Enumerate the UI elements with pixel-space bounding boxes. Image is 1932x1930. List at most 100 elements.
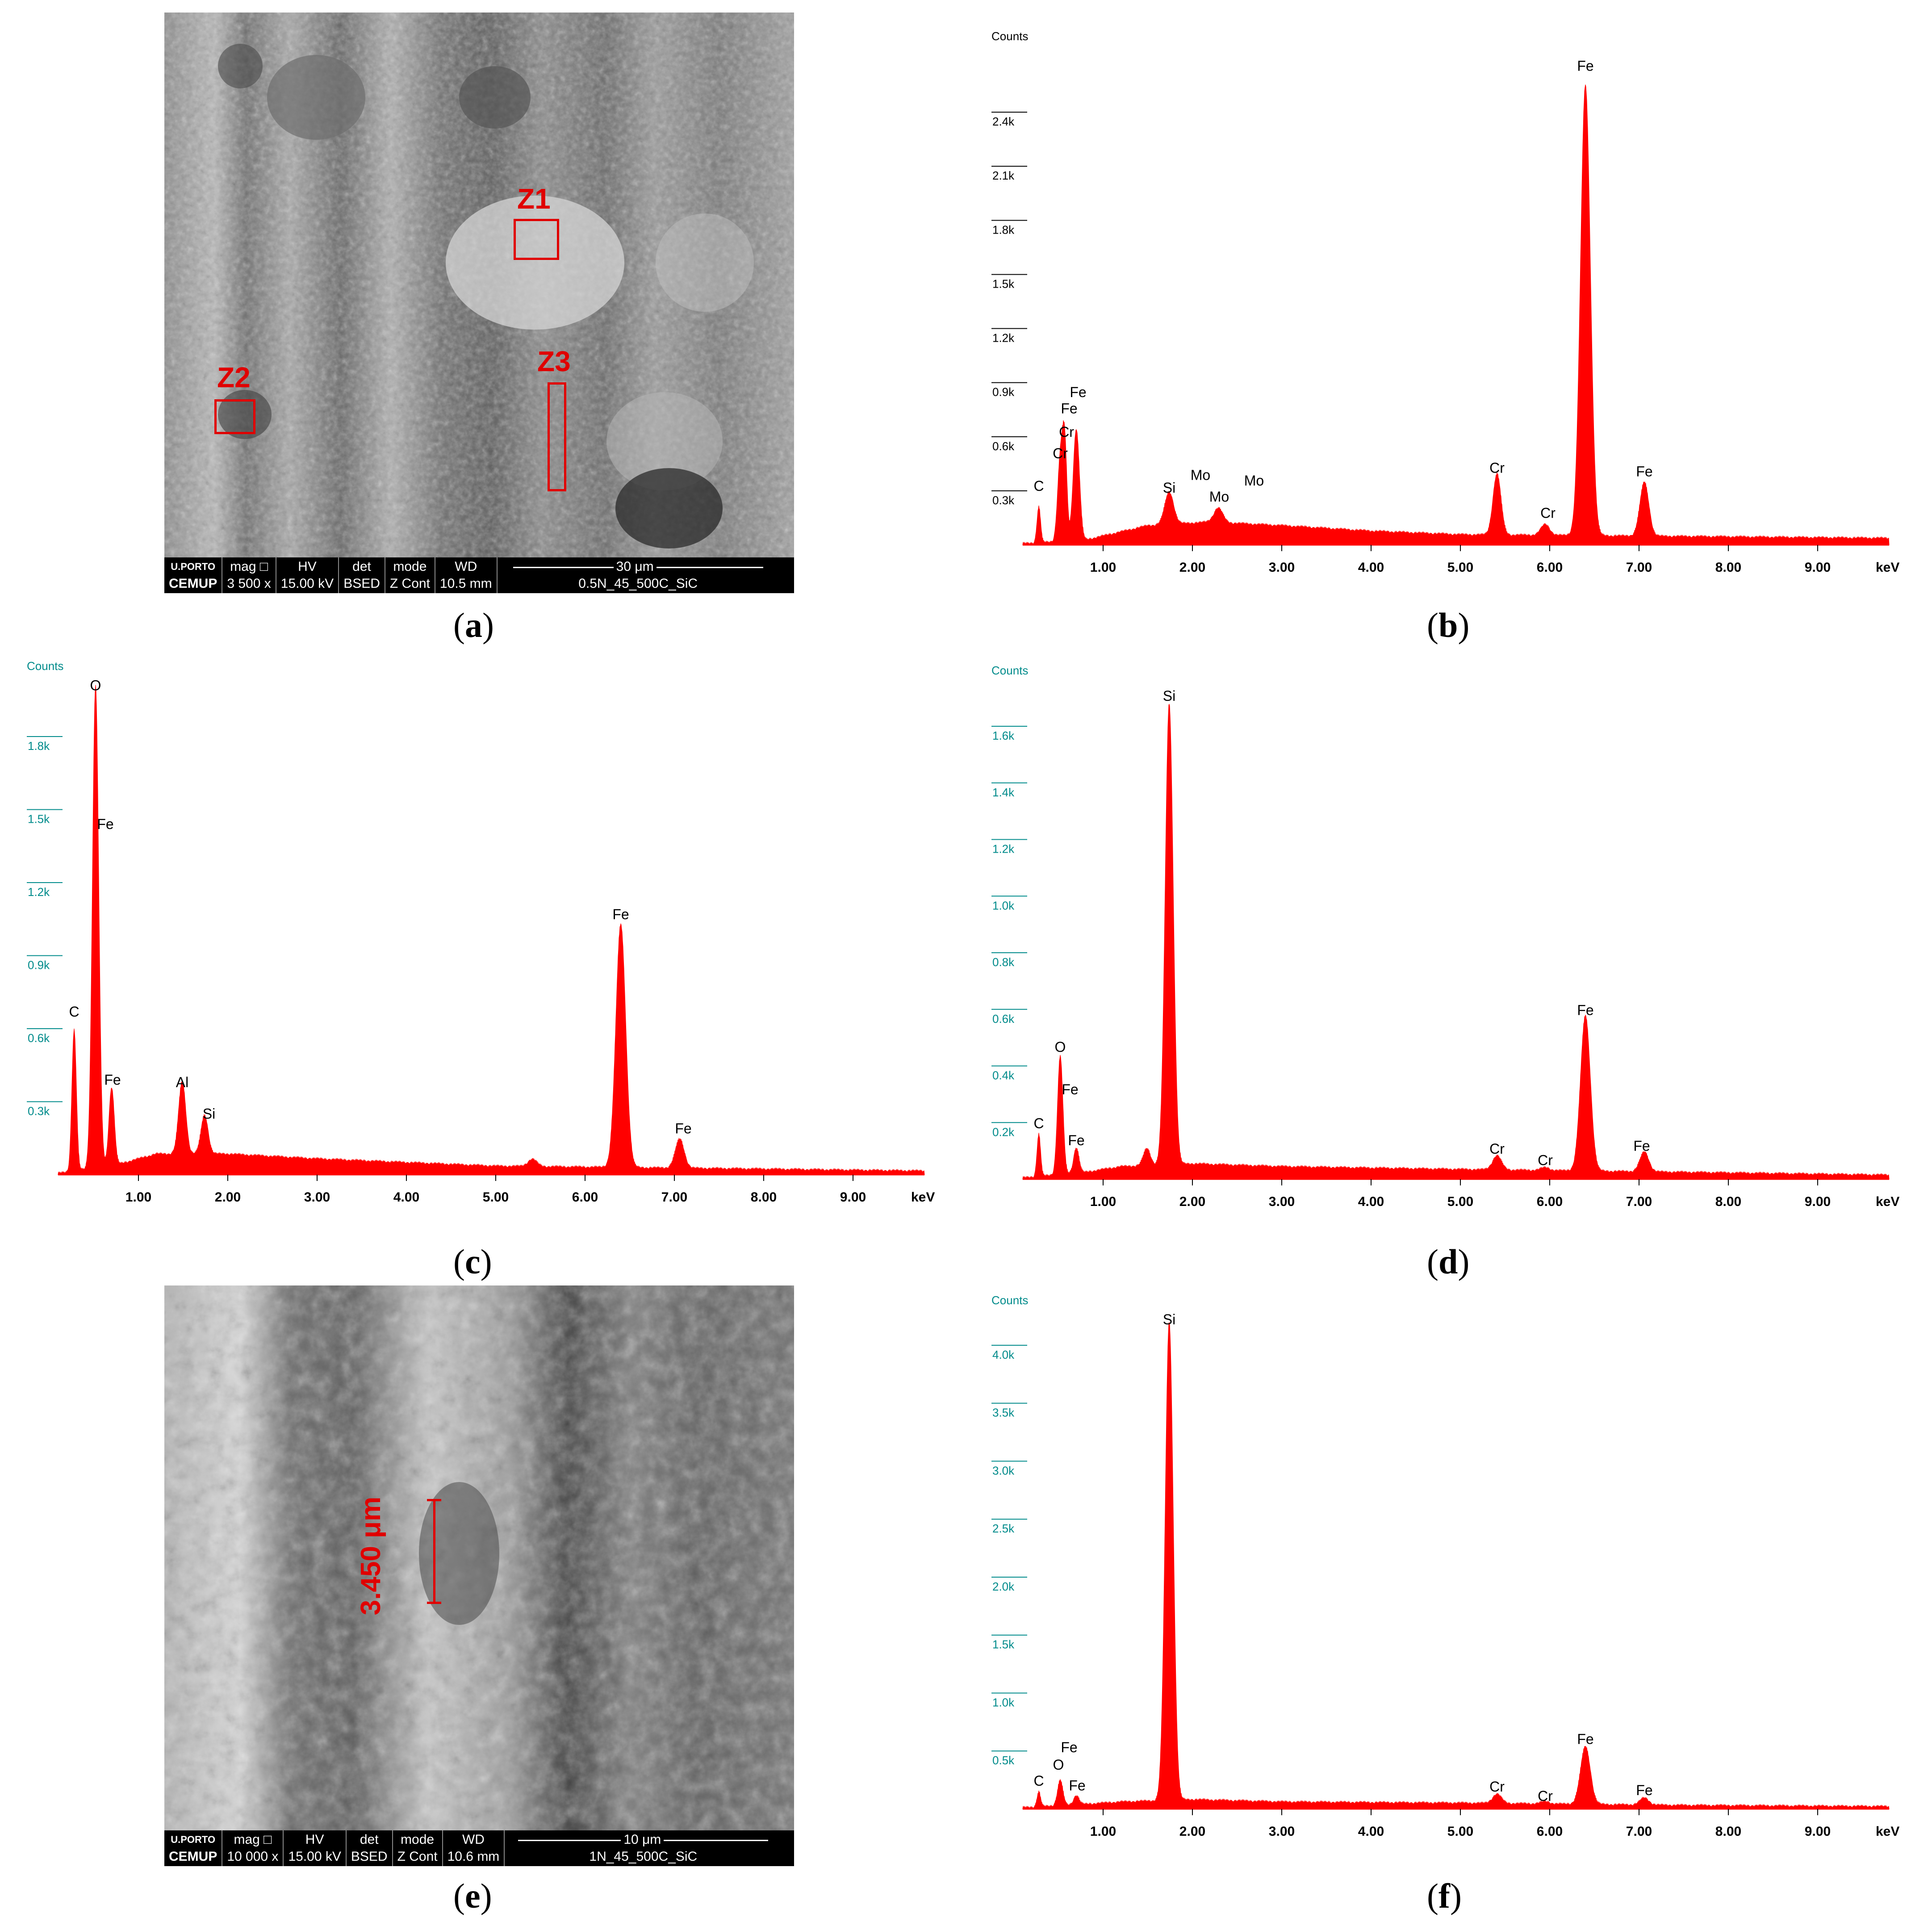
mode-label: mode xyxy=(401,1832,435,1847)
scale-bar: 30 μm xyxy=(502,558,774,575)
x-tick-label: 4.00 xyxy=(393,1190,419,1205)
y-tick-label: 1.2k xyxy=(992,842,1015,856)
peak-label: Cr xyxy=(1053,445,1068,461)
peak-label: Fe xyxy=(104,1072,121,1088)
wd-value: 10.6 mm xyxy=(447,1849,500,1864)
sem-texture-a xyxy=(164,13,794,557)
y-tick-label: 0.3k xyxy=(992,494,1015,507)
y-tick-label: 1.2k xyxy=(28,885,50,899)
peak-label: Fe xyxy=(1061,1739,1077,1755)
logo-cemup: CEMUP xyxy=(169,576,217,591)
x-tick-label: 1.00 xyxy=(1090,560,1116,575)
y-axis-label: Counts xyxy=(27,659,63,673)
y-tick-label: 0.9k xyxy=(28,959,50,972)
x-tick-label: 7.00 xyxy=(1626,1194,1652,1209)
y-tick-label: 1.8k xyxy=(28,739,50,753)
mag-value: 3 500 x xyxy=(227,576,271,591)
measure-line xyxy=(433,1500,435,1603)
x-tick-label: 5.00 xyxy=(1447,1824,1473,1839)
peak-label: Si xyxy=(1163,1311,1175,1327)
scale-bar: 10 μm xyxy=(509,1831,777,1848)
peak-label: Mo xyxy=(1244,473,1264,489)
x-tick-label: 3.00 xyxy=(1269,560,1295,575)
x-tick-label: 3.00 xyxy=(1269,1194,1295,1209)
x-tick-label: 5.00 xyxy=(483,1190,509,1205)
peak-label: Si xyxy=(203,1106,215,1122)
x-tick-label: 6.00 xyxy=(1537,560,1563,575)
wd-value: 10.5 mm xyxy=(439,576,492,591)
peak-label: Cr xyxy=(1489,460,1505,476)
y-tick-label: 1.5k xyxy=(28,812,50,826)
mode-value: Z Cont xyxy=(389,576,430,591)
peak-label: Fe xyxy=(1068,1132,1084,1148)
wd-label: WD xyxy=(462,1832,485,1847)
peak-label: Cr xyxy=(1538,1788,1553,1804)
x-tick-label: 8.00 xyxy=(1715,1194,1741,1209)
x-tick-label: 7.00 xyxy=(661,1190,687,1205)
peak-label: Fe xyxy=(1062,1081,1078,1097)
scale-bar-text: 30 μm xyxy=(613,558,657,575)
spectrum-c: Counts 0.3k 0.6k 0.9k 1.2k 1.5k 1.8k 1.00 2.00 3.… xyxy=(18,652,947,1233)
peak-label: Cr xyxy=(1059,424,1074,440)
x-tick-label: 8.00 xyxy=(751,1190,777,1205)
x-tick-label: 8.00 xyxy=(1715,560,1741,575)
spectrum-f: Counts 0.5k 1.0k 1.5k 2.0k 2.5k 3.0k 3.5k 4.0k 1.… xyxy=(983,1286,1911,1867)
peak-label: C xyxy=(69,1004,79,1020)
y-tick-label: 2.1k xyxy=(992,169,1015,182)
caption-c: (c) xyxy=(453,1242,492,1281)
x-tick-label: 3.00 xyxy=(1269,1824,1295,1839)
y-tick-label: 4.0k xyxy=(992,1348,1015,1361)
peak-label: Fe xyxy=(1069,1777,1085,1793)
peak-label: C xyxy=(1033,1115,1044,1131)
peak-label: Cr xyxy=(1489,1141,1505,1157)
y-axis-label: Counts xyxy=(991,29,1028,43)
peak-label: Fe xyxy=(1577,1731,1593,1747)
det-label: det xyxy=(352,559,371,574)
x-axis-label: keV xyxy=(1876,1824,1899,1839)
hv-label: HV xyxy=(298,559,317,574)
chart-f-svg: Counts 0.5k 1.0k 1.5k 2.0k 2.5k 3.0k 3.5k 4.0k 1.… xyxy=(991,1294,1899,1839)
x-tick-label: 2.00 xyxy=(1179,1824,1205,1839)
x-tick-label: 6.00 xyxy=(572,1190,598,1205)
mode-label: mode xyxy=(393,559,427,574)
peak-label: Fe xyxy=(97,816,113,832)
x-tick-label: 2.00 xyxy=(1179,560,1205,575)
sample-id: 0.5N_45_500C_SiC xyxy=(578,576,698,591)
y-tick-label: 1.4k xyxy=(992,786,1015,799)
caption-e: (e) xyxy=(453,1876,492,1915)
zone-z2-box xyxy=(214,399,255,434)
x-tick-label: 9.00 xyxy=(1805,1194,1831,1209)
det-label: det xyxy=(360,1832,379,1847)
y-tick-label: 0.6k xyxy=(992,1012,1015,1026)
x-tick-label: 2.00 xyxy=(1179,1194,1205,1209)
spectrum-area xyxy=(1022,1322,1890,1809)
x-tick-label: 8.00 xyxy=(1715,1824,1741,1839)
peak-label: Si xyxy=(1163,480,1175,496)
chart-d-svg: Counts 0.2k 0.4k 0.6k 0.8k 1.0k 1.2k 1.4k 1.6k 1.… xyxy=(991,664,1899,1209)
y-tick-label: 0.4k xyxy=(992,1069,1015,1082)
x-tick-label: 3.00 xyxy=(304,1190,330,1205)
x-axis-label: keV xyxy=(1876,1194,1899,1209)
peak-label: Cr xyxy=(1538,1152,1553,1168)
logo-uporto: U.PORTO xyxy=(171,561,216,572)
measure-cap-top xyxy=(427,1499,441,1501)
y-tick-label: 0.8k xyxy=(992,955,1015,969)
x-tick-label: 2.00 xyxy=(215,1190,241,1205)
x-tick-label: 6.00 xyxy=(1537,1824,1563,1839)
sem-image-a: Z1 Z2 Z3 U.PORTO CEMUP mag □ 3 500 x HV 15.… xyxy=(164,13,794,593)
peak-label: Al xyxy=(176,1074,188,1090)
y-tick-label: 1.0k xyxy=(992,1696,1015,1709)
peak-label: C xyxy=(1033,1773,1044,1789)
sem-texture-e xyxy=(164,1285,794,1830)
peak-label: Mo xyxy=(1191,467,1210,483)
peak-label: Fe xyxy=(1577,58,1593,74)
x-tick-label: 9.00 xyxy=(1805,1824,1831,1839)
y-tick-label: 0.9k xyxy=(992,385,1015,399)
caption-b: (b) xyxy=(1427,606,1470,645)
peak-label: Fe xyxy=(1633,1138,1650,1154)
peak-label: Fe xyxy=(1636,1782,1652,1798)
mag-value: 10 000 x xyxy=(227,1849,279,1864)
hv-value: 15.00 kV xyxy=(288,1849,341,1864)
y-tick-label: 1.5k xyxy=(992,277,1015,290)
y-tick-label: 0.5k xyxy=(992,1754,1015,1767)
